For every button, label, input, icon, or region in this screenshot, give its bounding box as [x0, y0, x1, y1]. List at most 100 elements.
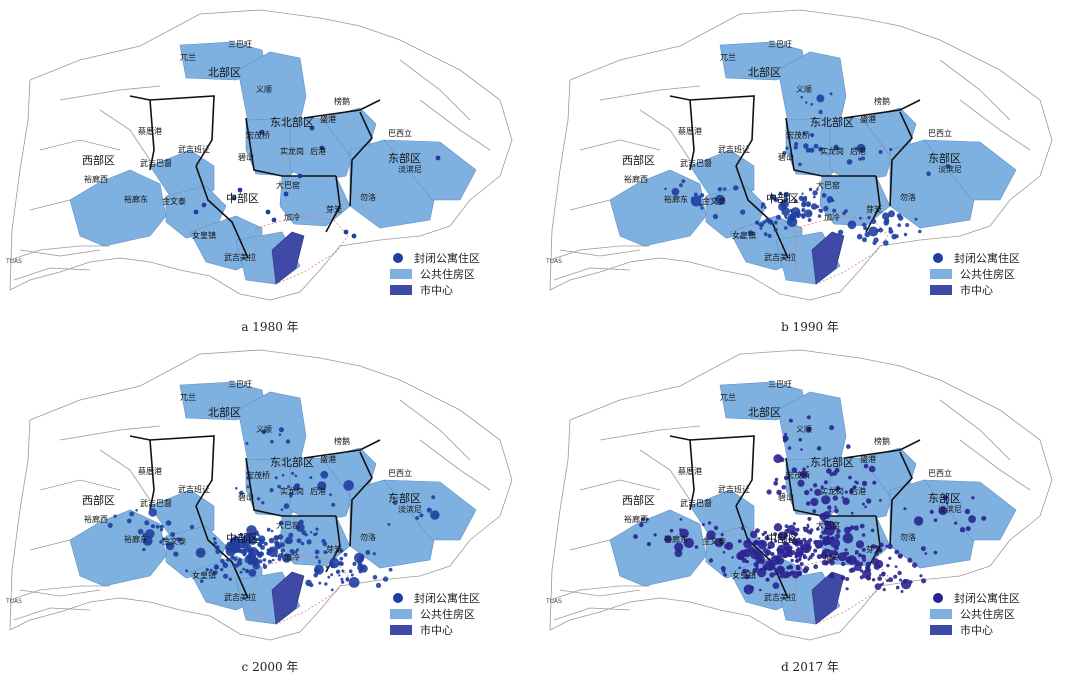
condo-dot: [806, 475, 809, 478]
central-area-outline: [795, 215, 889, 285]
condo-dot: [816, 446, 822, 451]
town-label-serangoon: 实龙岗: [820, 487, 844, 496]
condo-dot: [778, 191, 783, 196]
condo-dot: [653, 533, 657, 537]
condo-dot: [812, 195, 816, 199]
town-label-bukitbatok: 武吉巴督: [680, 159, 712, 168]
condo-dot: [913, 516, 924, 526]
condo-dot: [881, 571, 886, 576]
condo-dot: [773, 227, 778, 232]
condo-dot: [372, 552, 376, 556]
town-label-bedok: 勿洛: [900, 193, 916, 202]
condo-dot: [148, 508, 157, 517]
condo-dot: [241, 535, 252, 546]
condo-dot: [323, 550, 328, 555]
town-label-sembawang: 三巴旺: [768, 40, 792, 49]
town-label-punggol: 榜鹅: [874, 437, 890, 446]
condo-dot: [296, 538, 302, 544]
condo-dot: [693, 192, 698, 197]
town-label-angmokio: 宏茂桥: [786, 471, 810, 480]
condo-dot: [679, 528, 689, 539]
town-label-queenstown: 女皇镇: [192, 231, 216, 240]
legend-housing: 公共住房区: [390, 606, 480, 622]
condo-dot: [801, 202, 807, 208]
condo-dot: [806, 426, 812, 432]
region-boundary: [669, 95, 695, 171]
condo-dot: [879, 542, 884, 548]
city-center-area: [811, 231, 845, 285]
map-panel-2000: 三巴旺 兀兰 义顺 榜鹅 盛港 后港 宏茂桥 实龙岗 碧山 巴西立 淡滨尼 勿洛 蔡厝港 武吉班让 武吉巴督…: [0, 340, 540, 679]
condo-dot: [850, 511, 854, 515]
region-boundary: [735, 165, 789, 259]
condo-dot: [803, 143, 809, 149]
condo-dot: [841, 561, 846, 567]
condo-dot: [921, 578, 927, 584]
region-label-central: 中部区: [226, 532, 259, 545]
condo-dot: [903, 507, 907, 511]
condo-dot: [798, 557, 802, 561]
condo-dot: [819, 534, 823, 539]
condo-dot: [315, 527, 319, 531]
town-label-toapayoh: 大巴窑: [816, 521, 840, 530]
condo-dot: [785, 146, 789, 150]
condo-dot: [914, 217, 918, 221]
condo-dot: [348, 569, 353, 573]
region-label-central: 中部区: [226, 192, 259, 205]
condo-dot: [798, 162, 802, 167]
condo-dot: [142, 547, 146, 552]
condo-dot: [792, 531, 798, 537]
condo-dot: [219, 558, 225, 563]
condo-dot: [824, 525, 835, 536]
legend-housing-label: 公共住房区: [420, 608, 475, 621]
condo-dot: [738, 566, 741, 570]
condo-dot: [325, 565, 329, 569]
condo-dot: [259, 539, 265, 545]
condo-dot: [773, 572, 778, 576]
condo-dot: [706, 530, 716, 540]
condo-dot: [246, 544, 252, 550]
condo-dot: [239, 533, 244, 537]
condo-dot: [274, 542, 282, 550]
town-label-kallang: 加冷: [824, 213, 840, 222]
condo-dot: [859, 561, 864, 566]
condo-dot: [258, 559, 263, 564]
condo-dot: [900, 578, 912, 590]
condo-dot: [886, 563, 890, 568]
region-label-east: 东部区: [388, 492, 421, 505]
condo-dot: [879, 499, 882, 502]
condo-dot: [861, 156, 866, 161]
condo-dot: [646, 542, 651, 547]
region-boundary: [349, 451, 373, 547]
town-label-pasirris: 巴西立: [388, 129, 412, 138]
condo-dot: [262, 558, 267, 562]
condo-dot: [294, 550, 298, 554]
condo-dot: [907, 557, 913, 563]
condo-dot: [807, 516, 812, 521]
town-label-toapayoh: 大巴窑: [276, 521, 300, 530]
condo-dot: [799, 470, 808, 479]
legend-center: 市中心: [930, 622, 1020, 638]
town-label-angmokio: 宏茂桥: [246, 471, 270, 480]
condo-dot: [237, 558, 242, 563]
condo-dot: [774, 477, 779, 482]
condo-dot: [641, 517, 645, 522]
condo-dot: [965, 526, 971, 532]
map-outline: [9, 419, 31, 631]
condo-dot: [313, 572, 319, 578]
condo-dot: [807, 557, 811, 561]
condo-dot: [275, 535, 280, 540]
legend-center-swatch: [390, 285, 412, 295]
town-label-clementi: 金文泰: [702, 537, 726, 546]
map-panel-2017: 三巴旺 兀兰 义顺 榜鹅 盛港 后港 宏茂桥 实龙岗 碧山 巴西立 淡滨尼 勿洛 蔡厝港 武吉班让 武吉巴督…: [540, 340, 1080, 679]
condo-dot: [810, 102, 813, 106]
map-outline: [549, 585, 650, 601]
legend-condo-swatch: [393, 593, 403, 603]
condo-dot: [245, 569, 248, 572]
condo-dot: [309, 125, 315, 131]
condo-dot: [804, 489, 810, 496]
condo-dot: [700, 193, 705, 198]
condo-dot: [802, 131, 806, 135]
condo-dot: [213, 564, 219, 570]
condo-dot: [266, 527, 271, 532]
town-label-punggol: 榜鹅: [334, 97, 350, 106]
